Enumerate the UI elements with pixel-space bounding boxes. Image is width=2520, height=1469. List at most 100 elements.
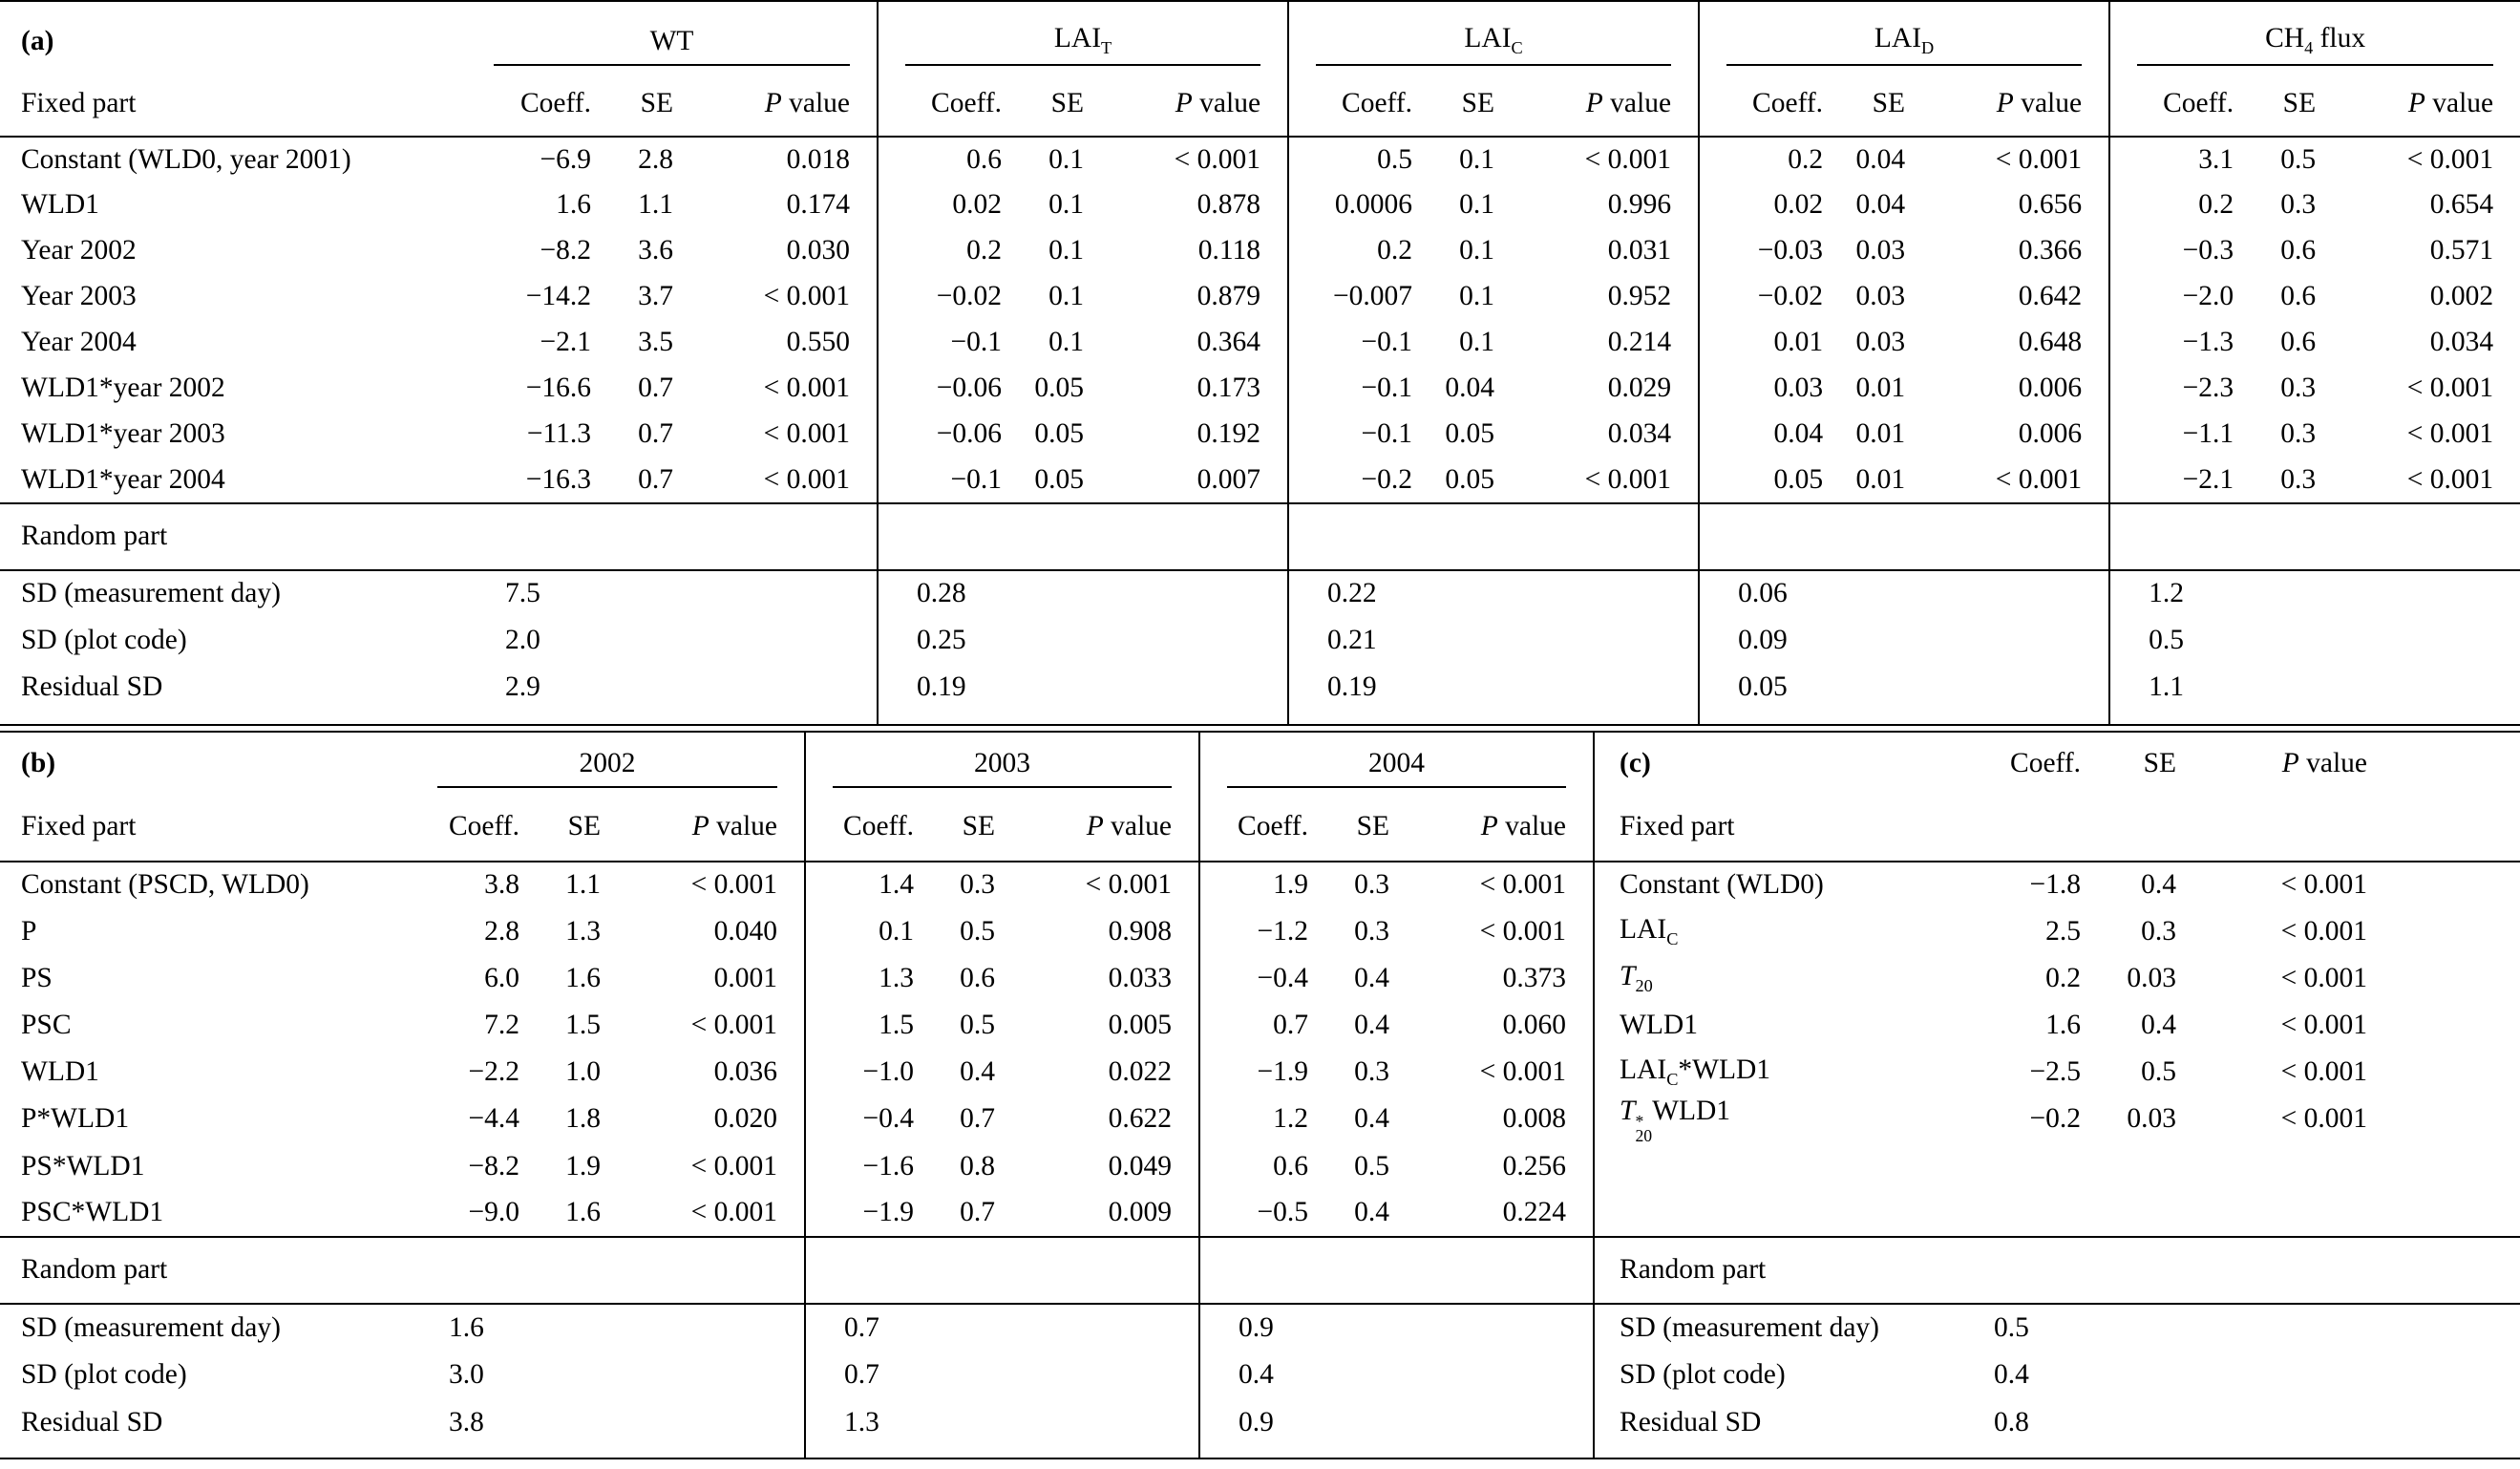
row-label: Residual SD (1593, 1399, 1920, 1448)
cell: < 0.001 (1584, 463, 1672, 495)
cell: −0.4 (1198, 955, 1324, 1002)
empty-cell (1198, 1236, 1595, 1306)
cell: 0.192 (1196, 418, 1261, 450)
row-label: LAIC (1593, 908, 1920, 955)
cell: 0.642 (2018, 281, 2083, 312)
empty-cell (1919, 1190, 2096, 1237)
cell: 0.1 (1459, 189, 1495, 221)
cell: 0.040 (713, 915, 778, 947)
cell: 0.01 (1855, 373, 1906, 404)
cell: < 0.001 (1479, 915, 1567, 947)
col-header-pvalue: P value (616, 794, 806, 862)
cell: 0.5 (1354, 1150, 1390, 1182)
cell: 3.7 (638, 281, 673, 312)
table-row: SD (plot code) 2.0 0.25 0.21 0.09 0.5 (0, 617, 2520, 664)
col-header-coeff: Coeff. (411, 794, 535, 862)
row-label: PS*WLD1 (21, 1150, 145, 1182)
row-label: Constant (WLD0, year 2001) (21, 143, 351, 175)
cell: 3.6 (638, 235, 673, 266)
cell: 0.1 (1048, 235, 1085, 266)
cell: 7.5 (505, 578, 540, 609)
cell: −1.9 (1198, 1049, 1324, 1096)
cell: 0.05 (1034, 373, 1085, 404)
cell: 0.174 (786, 189, 851, 221)
group-title-text: LAID (1726, 23, 2083, 66)
cell: 0.1 (1048, 281, 1085, 312)
panel-label-b: (b) (21, 748, 56, 779)
cell: 0.366 (2018, 235, 2083, 266)
panel-label-c: (c) (1593, 733, 1920, 794)
col-header-coeff: Coeff. (1698, 72, 1839, 138)
cell: −2.0 (2108, 274, 2250, 320)
cell: 0.029 (1607, 373, 1672, 404)
cell: < 0.001 (763, 418, 851, 450)
cell: < 0.001 (2280, 1103, 2368, 1135)
cell: < 0.001 (763, 281, 851, 312)
group-header-row: (a) WT LAIT LAIC LAID CH4 flux (0, 0, 2520, 72)
cell: 0.049 (1108, 1150, 1173, 1182)
cell: 0.05 (1034, 463, 1085, 495)
col-header-se: SE (606, 72, 688, 138)
cell: 0.3 (2280, 373, 2317, 404)
empty-cell (467, 502, 879, 571)
cell: 0.018 (786, 143, 851, 175)
cell: < 0.001 (2280, 962, 2368, 993)
cell: 2.5 (2045, 915, 2082, 947)
cell: 1.0 (565, 1055, 601, 1087)
cell: 0.007 (1196, 463, 1261, 495)
random-part-heading: Random part (0, 502, 467, 571)
cell: 0.4 (1354, 1009, 1390, 1040)
cell: −1.0 (804, 1049, 930, 1096)
cell: 3.0 (449, 1359, 484, 1391)
cell: 0.879 (1196, 281, 1261, 312)
cell: < 0.001 (1584, 143, 1672, 175)
col-header-coeff: Coeff. (2108, 72, 2250, 138)
col-header-pvalue: P value (1510, 72, 1700, 138)
cell: 0.656 (2018, 189, 2083, 221)
group-title-ch4-flux: CH4 flux (2108, 0, 2520, 72)
table-row: PSC 7.2 1.5 < 0.001 1.5 0.5 0.005 0.7 0.4 0.06… (0, 1002, 2520, 1049)
col-header-se: SE (535, 794, 616, 862)
cell: 0.6 (1198, 1143, 1324, 1191)
col-header-coeff: Coeff. (804, 794, 930, 862)
cell: 0.7 (638, 418, 673, 450)
empty-cell (1287, 502, 1700, 571)
cell: 6.0 (484, 962, 519, 993)
group-title-text: CH4 flux (2137, 23, 2494, 66)
cell: 0.173 (1196, 373, 1261, 404)
cell: 0.002 (2429, 281, 2494, 312)
cell: 0.4 (2141, 1009, 2177, 1040)
cell: −0.06 (877, 412, 1018, 458)
section-divider-double-rule (0, 724, 2520, 733)
cell: 0.1 (1459, 327, 1495, 358)
cell: < 0.001 (690, 1009, 778, 1040)
empty-cell (2096, 1190, 2192, 1237)
cell: 0.036 (713, 1055, 778, 1087)
cell: 0.3 (960, 869, 996, 901)
cell: 0.5 (1994, 1311, 2029, 1343)
cell: 3.1 (2108, 137, 2250, 182)
cell: 0.7 (960, 1197, 996, 1228)
cell: 0.05 (1698, 458, 1839, 503)
cell: −0.1 (1287, 320, 1429, 366)
cell: 2.0 (505, 624, 540, 655)
cell: 0.03 (2127, 962, 2177, 993)
empty-cell (1593, 1143, 1920, 1191)
group-title-text: 2002 (437, 748, 778, 788)
cell: 0.2 (1287, 228, 1429, 274)
group-title-2003: 2003 (804, 733, 1200, 794)
col-header-se: SE (2143, 748, 2177, 779)
cell: 0.05 (1698, 664, 2110, 711)
col-header-coeff: Coeff. (1198, 794, 1324, 862)
empty-cell (2192, 1143, 2520, 1190)
cell: 0.908 (1108, 915, 1173, 947)
col-header-se: SE (1428, 72, 1511, 138)
cell: −16.3 (525, 463, 591, 495)
cell: 0.256 (1502, 1150, 1567, 1182)
table-b-and-c: (b) 2002 2003 2004 (c) Coeff. SE P value… (0, 733, 2520, 1460)
group-title-lai-d: LAID (1698, 0, 2110, 72)
cell: < 0.001 (690, 869, 778, 901)
cell: 0.5 (2141, 1055, 2177, 1087)
fixed-part-heading: Fixed part (0, 72, 467, 138)
cell: 1.4 (804, 862, 930, 908)
